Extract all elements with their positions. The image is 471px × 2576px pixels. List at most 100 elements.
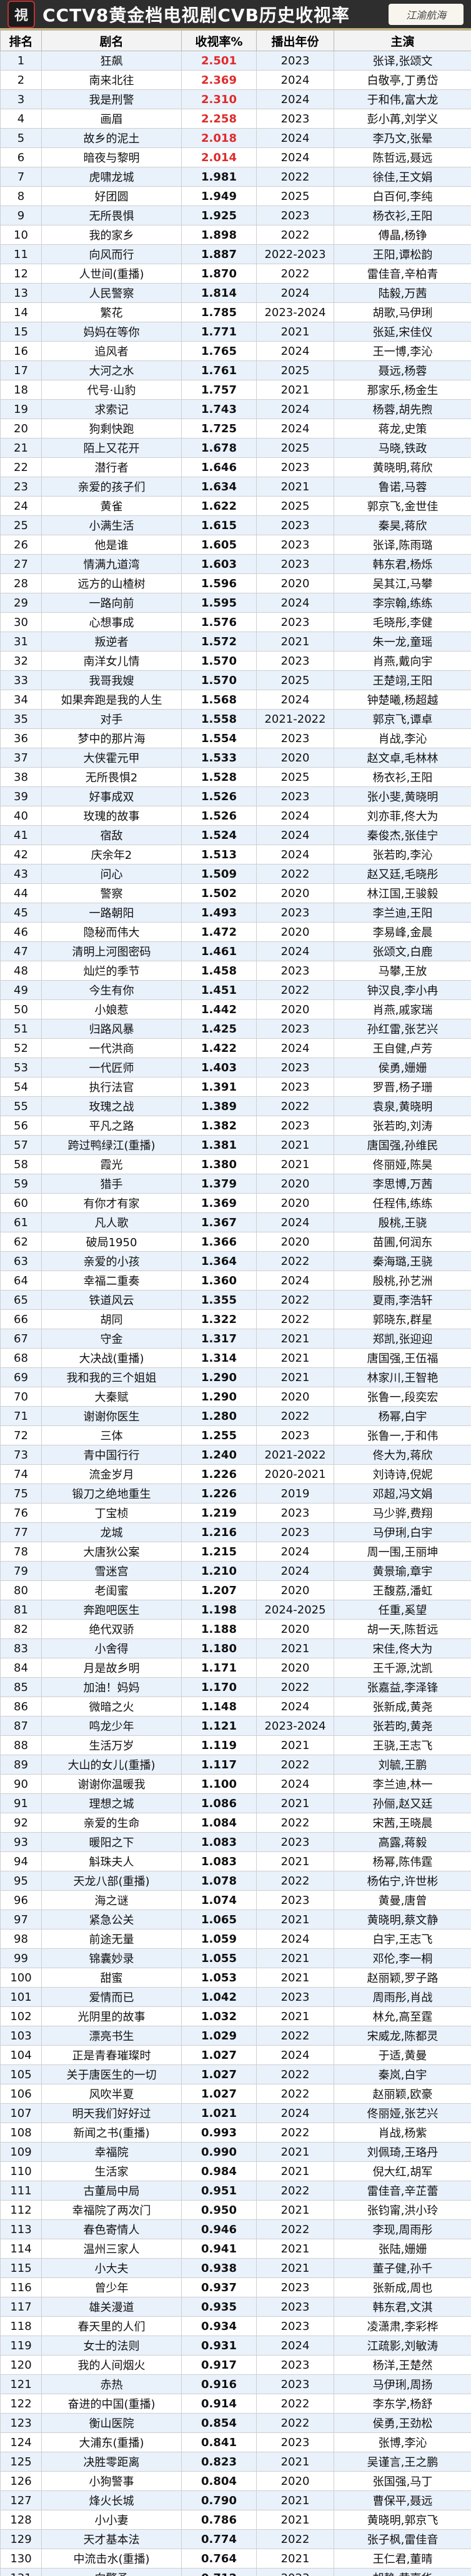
year-cell: 2022 [256, 1813, 334, 1833]
table-header-row: 排名 剧名 收视率% 播出年份 主演 [0, 30, 471, 51]
lead-actors-cell: 唐国强,王伍福 [334, 1348, 471, 1368]
lead-actors-cell: 徐佳,王文娟 [334, 167, 471, 187]
rank-cell: 10 [0, 225, 42, 245]
title-cell: 明天我们好好过 [41, 2103, 182, 2123]
title-cell: 暗夜与黎明 [41, 147, 182, 167]
rating-cell: 1.029 [181, 2026, 257, 2046]
title-cell: 执行法官 [41, 1077, 182, 1097]
lead-actors-cell: 杨衣衫,王阳 [334, 206, 471, 225]
rank-cell: 92 [0, 1813, 42, 1833]
year-cell: 2021 [256, 380, 334, 400]
year-cell: 2024 [256, 1929, 334, 1949]
lead-actors-cell: 白宇,王志飞 [334, 1929, 471, 1949]
title-cell: 烽火长城 [41, 2490, 182, 2510]
table-row: 131向警予0.7122023胡静,黄嘉华 [0, 2568, 471, 2576]
table-row: 3 我是刑警 2.310 2024 于和伟,富大龙 [0, 89, 471, 109]
rating-cell: 1.576 [181, 612, 257, 632]
title-cell: 潜行者 [41, 457, 182, 477]
year-cell: 2023 [256, 1890, 334, 1910]
year-cell: 2023 [256, 535, 334, 555]
title-cell: 大秦赋 [41, 1387, 182, 1407]
lead-actors-cell: 肖战,李沁 [334, 728, 471, 748]
rank-cell: 77 [0, 1522, 42, 1542]
table-row: 100 甜蜜 1.053 2021 赵丽颖,罗子路 [0, 1968, 471, 1988]
table-row: 121 赤热 0.916 2023 马伊琍,周扬 [0, 2374, 471, 2394]
year-cell: 2023-2024 [256, 1716, 334, 1736]
year-cell: 2020 [256, 1658, 334, 1678]
lead-actors-cell: 肖战,杨紫 [334, 2123, 471, 2143]
rank-cell: 61 [0, 1212, 42, 1232]
lead-actors-cell: 白敬亭,丁勇岱 [334, 70, 471, 90]
year-cell: 2020 [256, 1387, 334, 1407]
table-row: 26 他是谁 1.605 2023 张译,陈雨璐 [0, 535, 471, 555]
title-cell: 归路风暴 [41, 1019, 182, 1039]
rating-cell: 1.226 [181, 1464, 257, 1484]
title-cell: 好团圆 [41, 186, 182, 206]
year-cell: 2025 [256, 360, 334, 380]
table-row: 82 绝代双骄 1.188 2020 胡一天,陈哲远 [0, 1619, 471, 1639]
table-row: 128 小小妻 0.786 2021 黄晓明,郭京飞 [0, 2510, 471, 2530]
lead-actors-cell: 李兰迪,林一 [334, 1774, 471, 1794]
lead-actors-cell: 马伊琍,周扬 [334, 2374, 471, 2394]
rank-cell: 109 [0, 2142, 42, 2162]
table-row: 59 猎手 1.379 2020 李思博,万茜 [0, 1174, 471, 1194]
table-row: 8 好团圆 1.949 2025 白百何,李纯 [0, 186, 471, 206]
title-cell: 我和我的三个姐姐 [41, 1367, 182, 1387]
title-cell: 问心 [41, 864, 182, 884]
lead-actors-cell: 王楚翊,王阳 [334, 670, 471, 690]
title-cell: 流金岁月 [41, 1464, 182, 1484]
title-cell: 追风者 [41, 341, 182, 361]
table-row: 16 追风者 1.765 2024 王一博,李沁 [0, 341, 471, 361]
rank-cell: 74 [0, 1464, 42, 1484]
rating-cell: 0.941 [181, 2239, 257, 2259]
rank-cell: 34 [0, 690, 42, 710]
rank-cell: 110 [0, 2161, 42, 2181]
lead-actors-cell: 傅晶,杨铮 [334, 225, 471, 245]
year-cell: 2023 [256, 2277, 334, 2297]
year-cell: 2024 [256, 1271, 334, 1290]
lead-actors-cell: 彭小苒,刘学义 [334, 109, 471, 129]
year-cell: 2023 [256, 515, 334, 535]
table-row: 4 画眉 2.258 2023 彭小苒,刘学义 [0, 109, 471, 129]
rank-cell: 36 [0, 728, 42, 748]
year-cell: 2021 [256, 1638, 334, 1658]
rating-cell: 1.949 [181, 186, 257, 206]
rating-cell: 0.914 [181, 2394, 257, 2414]
rating-cell: 1.381 [181, 1135, 257, 1155]
rank-cell: 114 [0, 2239, 42, 2259]
rank-cell: 37 [0, 748, 42, 768]
lead-actors-cell: 王仁君,董晴 [334, 2549, 471, 2569]
table-row: 117 雄关漫道 0.935 2023 韩东君,文淇 [0, 2297, 471, 2317]
table-row: 63 亲爱的小孩 1.364 2022 秦海璐,王骁 [0, 1251, 471, 1271]
rank-cell: 106 [0, 2084, 42, 2104]
table-row: 98 前途无量 1.059 2024 白宇,王志飞 [0, 1929, 471, 1949]
year-cell: 2024 [256, 147, 334, 167]
table-row: 44 警察 1.502 2020 林江国,王骏毅 [0, 883, 471, 903]
title-cell: 人世间(重播) [41, 264, 182, 284]
rank-cell: 16 [0, 341, 42, 361]
year-cell: 2021 [256, 1135, 334, 1155]
title-cell: 丁宝桢 [41, 1503, 182, 1523]
year-cell: 2021 [256, 2006, 334, 2026]
rating-cell: 1.785 [181, 302, 257, 322]
year-cell: 2023 [256, 457, 334, 477]
lead-actors-cell: 马攀,王放 [334, 961, 471, 981]
year-cell: 2021 [256, 477, 334, 497]
rating-cell: 0.786 [181, 2510, 257, 2530]
year-cell: 2023 [256, 2297, 334, 2317]
rating-cell: 1.086 [181, 1793, 257, 1813]
table-row: 123 衡山医院 0.854 2022 侯勇,王劲松 [0, 2413, 471, 2433]
lead-actors-cell: 黄晓明,郭京飞 [334, 2510, 471, 2530]
title-cell: 一代洪商 [41, 1038, 182, 1058]
rating-cell: 1.615 [181, 515, 257, 535]
rank-cell: 113 [0, 2219, 42, 2239]
year-cell: 2023 [256, 2568, 334, 2576]
table-row: 81 奔跑吧医生 1.198 2024-2025 任重,奚望 [0, 1600, 471, 1620]
title-cell: 谢谢你医生 [41, 1406, 182, 1426]
rating-cell: 1.524 [181, 825, 257, 845]
table-row: 85 加油！妈妈 1.170 2022 张嘉益,李泽锋 [0, 1677, 471, 1697]
lead-actors-cell: 李思博,万茜 [334, 1174, 471, 1194]
rating-cell: 1.870 [181, 264, 257, 284]
rank-cell: 9 [0, 206, 42, 225]
rating-cell: 1.379 [181, 1174, 257, 1194]
